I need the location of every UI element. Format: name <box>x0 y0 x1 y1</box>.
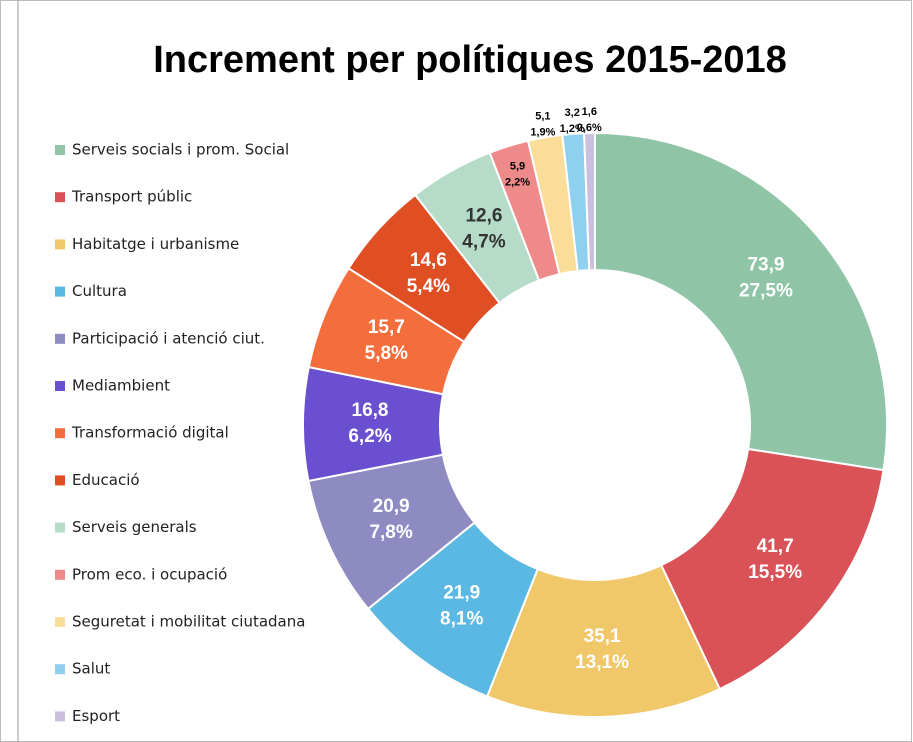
value-label: 5,9 <box>510 161 525 173</box>
legend-swatch <box>55 192 65 203</box>
legend-swatch <box>55 522 65 533</box>
percent-label: 5,8% <box>365 343 408 364</box>
legend-label: Salut <box>72 660 110 678</box>
legend-swatch <box>55 569 65 580</box>
legend-swatch <box>55 333 65 344</box>
value-label: 41,7 <box>757 536 794 557</box>
legend-label: Participació i atenció ciut. <box>72 329 265 347</box>
percent-label: 4,7% <box>462 231 505 252</box>
value-label: 73,9 <box>747 255 784 276</box>
legend-label: Serveis generals <box>72 518 197 536</box>
value-label: 14,6 <box>410 250 447 271</box>
legend-label: Transformació digital <box>71 424 229 442</box>
legend-label: Habitatge i urbanisme <box>72 235 239 253</box>
slice <box>594 131 888 472</box>
legend-label: Educació <box>72 471 140 489</box>
slice <box>583 131 596 272</box>
legend-swatch <box>55 475 65 486</box>
percent-label: 15,5% <box>748 562 802 583</box>
value-label: 1,6 <box>582 106 597 118</box>
legend-label: Transport públic <box>71 188 192 206</box>
legend-swatch <box>55 239 65 250</box>
percent-label: 27,5% <box>739 281 793 302</box>
value-label: 12,6 <box>465 205 502 226</box>
value-label: 20,9 <box>373 496 410 517</box>
percent-label: 2,2% <box>505 177 530 189</box>
legend-swatch <box>55 428 65 439</box>
percent-label: 1,9% <box>530 126 555 138</box>
percent-label: 0,6% <box>577 122 602 134</box>
slice <box>659 447 885 691</box>
legend-label: Seguretat i mobilitat ciutadana <box>72 613 305 631</box>
percent-label: 13,1% <box>575 652 629 673</box>
value-label: 21,9 <box>443 582 480 603</box>
legend-swatch <box>55 145 65 155</box>
legend-label: Prom eco. i ocupació <box>72 565 227 583</box>
legend-label: Serveis socials i prom. Social <box>72 141 289 159</box>
legend-label: Esport <box>72 707 120 725</box>
value-label: 35,1 <box>584 626 621 647</box>
percent-label: 8,1% <box>440 608 483 629</box>
value-label: 3,2 <box>565 107 580 119</box>
percent-label: 6,2% <box>348 426 391 447</box>
legend-swatch <box>55 286 65 297</box>
value-label: 15,7 <box>368 317 405 338</box>
percent-label: 5,4% <box>407 276 450 297</box>
percent-label: 1,2% <box>560 123 585 135</box>
percent-label: 7,8% <box>369 522 412 543</box>
value-label: 16,8 <box>352 400 389 421</box>
chart-title: Increment per polítiques 2015-2018 <box>153 39 787 81</box>
value-label: 5,1 <box>535 110 550 122</box>
legend-swatch <box>55 711 65 722</box>
legend-label: Cultura <box>72 282 127 300</box>
legend-swatch <box>55 664 65 675</box>
legend-swatch <box>55 381 65 391</box>
legend-label: Mediambient <box>72 377 170 395</box>
legend-swatch <box>55 617 65 627</box>
